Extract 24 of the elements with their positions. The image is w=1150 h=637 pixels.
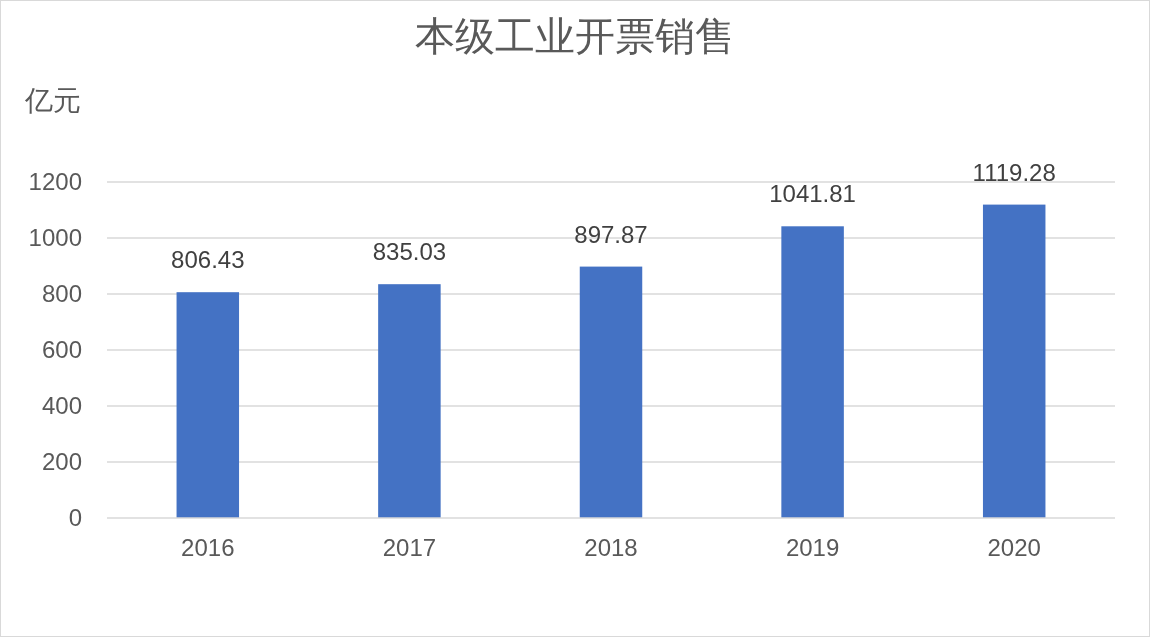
data-label: 1041.81 (769, 180, 856, 208)
chart-title: 本级工业开票销售 (415, 14, 735, 58)
y-tick-label: 400 (41, 392, 82, 420)
y-tick-label: 200 (41, 448, 82, 476)
x-tick-label: 2018 (584, 534, 638, 561)
y-tick-label: 1000 (28, 224, 82, 252)
data-label: 1119.28 (972, 158, 1056, 186)
y-tick-label: 800 (41, 280, 82, 308)
bar (982, 204, 1046, 518)
bar (378, 284, 441, 518)
x-tick-label: 2016 (181, 534, 235, 561)
y-tick-label: 600 (41, 336, 82, 364)
x-tick-label: 2019 (785, 534, 840, 561)
bar (781, 226, 844, 518)
x-tick-label: 2017 (382, 534, 437, 561)
y-tick-label: 0 (68, 504, 82, 532)
bar (579, 266, 643, 518)
y-tick-label: 1200 (28, 168, 82, 196)
data-label: 897.87 (574, 220, 648, 248)
x-tick-label: 2020 (987, 534, 1041, 561)
y-axis-title: 亿元 (24, 85, 81, 116)
data-label: 806.43 (171, 246, 245, 274)
bar (176, 292, 240, 518)
data-label: 835.03 (372, 238, 447, 266)
